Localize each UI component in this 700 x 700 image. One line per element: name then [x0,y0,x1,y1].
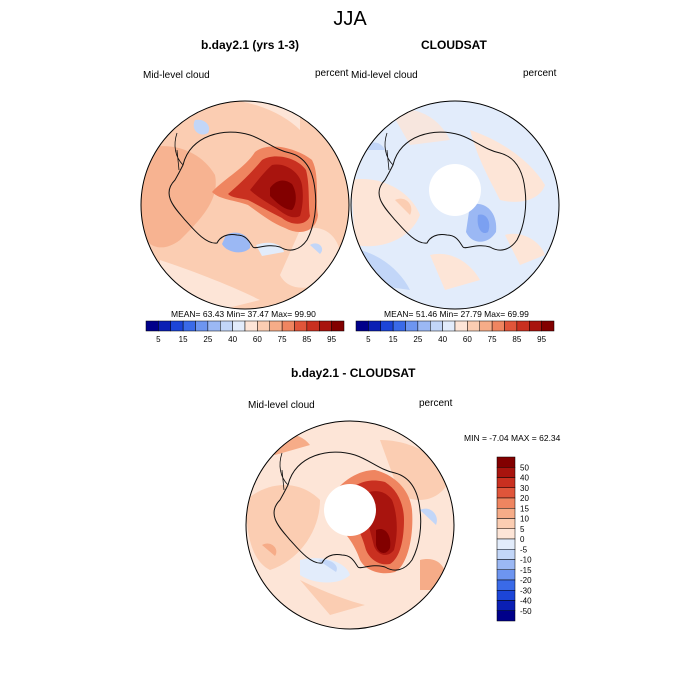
panel3-colorbar-swatch [496,456,516,468]
panel2-colorbar-swatch [491,320,505,332]
panel2-colorbar-swatch [454,320,468,332]
panel1-colorbar-swatch [232,320,246,332]
panel3-colorbar-swatch [496,600,516,611]
panel3-colorbar-tick-label: 30 [520,484,529,493]
panel1-right-label: percent [315,68,349,79]
panel1-colorbar-swatch [244,320,258,332]
panel2-stats: MEAN= 51.46 Min= 27.79 Max= 69.99 [384,309,529,319]
panel2-colorbar-swatch [504,320,518,332]
panel1-colorbar-tick-label: 40 [228,335,237,344]
panel3-right-label: percent [419,398,453,409]
panel1-colorbar-tick-label: 75 [278,335,287,344]
panel3-colorbar-swatch [496,467,516,478]
panel1-colorbar-swatch [319,320,332,332]
panel2-colorbar-tick-label: 15 [389,335,398,344]
panel3-colorbar-tick-label: 40 [520,474,529,483]
panel2-colorbar-swatch [417,320,431,332]
panel2-colorbar-swatch [479,320,493,332]
panel2-colorbar-swatch [380,320,394,332]
panel2-colorbar-swatch [467,320,480,332]
panel2-colorbar-swatch [442,320,456,332]
panel2-colorbar-tick-label: 5 [366,335,371,344]
panel1-colorbar-swatch [269,320,283,332]
panel3-colorbar-tick-label: 15 [520,504,529,513]
panel2-colorbar-tick-label: 40 [438,335,447,344]
panel1-colorbar-swatch [182,320,196,332]
panel1-colorbar-swatch [306,320,320,332]
panel1-colorbar-swatch [220,320,233,332]
panel1-colorbar-swatch [294,320,308,332]
panel2-colorbar-swatch [529,320,542,332]
panel1-colorbar: 5 15 25 40 60 75 85 95 [145,320,345,344]
panel3-colorbar-tick-label: -20 [520,576,532,585]
panel1-colorbar-swatch [257,320,270,332]
panel3-colorbar-swatch [496,610,516,622]
panel2-colorbar-tick-label: 60 [463,335,472,344]
panel2-colorbar-swatch [430,320,443,332]
panel3-colorbar-swatch [496,579,516,591]
panel3-colorbar-swatch [496,528,516,540]
panel2-left-label: Mid-level cloud [351,70,418,81]
panel3-colorbar-swatch [496,518,516,529]
panel3-colorbar-swatch [496,549,516,560]
panel3-colorbar-tick-label: 0 [520,535,525,544]
panel3-colorbar-tick-label: 10 [520,515,529,524]
panel2-colorbar-swatch [368,320,381,332]
panel1-colorbar-swatch [207,320,221,332]
panel3-colorbar-tick-label: 20 [520,494,529,503]
panel2-colorbar-swatch [405,320,419,332]
panel3-colorbar-tick-label: -10 [520,556,532,565]
panel3-colorbar-swatch [496,590,516,601]
panel1-colorbar-swatch [281,320,295,332]
panel2-colorbar-tick-label: 85 [512,335,521,344]
panel3-colorbar-swatch [496,477,516,488]
panel2-colorbar-tick-label: 75 [488,335,497,344]
panel1-title: b.day2.1 (yrs 1-3) [201,38,300,52]
panel1-colorbar-tick-label: 15 [179,335,188,344]
main-title: JJA [333,8,367,30]
panel1-colorbar-swatch [331,320,345,332]
panel2-colorbar-swatch [516,320,530,332]
panel1-stats: MEAN= 63.43 Min= 37.47 Max= 99.90 [171,309,316,319]
panel3-colorbar-tick-label: 50 [520,463,529,472]
panel1-left-label: Mid-level cloud [143,70,210,81]
panel3-left-label: Mid-level cloud [248,400,315,411]
panel2-colorbar-swatch [541,320,555,332]
panel3-colorbar-swatch [496,497,516,509]
panel3-title: b.day2.1 - CLOUDSAT [291,366,416,380]
panel3-colorbar-tick-label: -5 [520,545,528,554]
panel3-colorbar-tick-label: -15 [520,566,532,575]
panel3-colorbar-swatch [496,559,516,570]
panel1-colorbar-tick-label: 25 [203,335,212,344]
panel1-colorbar-tick-label: 85 [302,335,311,344]
panel2-colorbar-swatch [355,320,369,332]
panel1-colorbar-tick-label: 95 [327,335,336,344]
panel3-colorbar-swatch [496,569,516,581]
panel2-colorbar-tick-label: 95 [537,335,546,344]
panel1-colorbar-swatch [170,320,184,332]
panel2-title: CLOUDSAT [421,38,487,52]
panel3-colorbar-tick-label: -40 [520,597,532,606]
panel1-map [140,100,350,310]
panel3-colorbar-tick-label: 5 [520,525,525,534]
panel2-colorbar-tick-label: 25 [413,335,422,344]
panel2-map [350,100,560,310]
panel1-colorbar-tick-label: 60 [253,335,262,344]
panel3-map [245,420,455,630]
panel1-colorbar-swatch [145,320,159,332]
panel3-colorbar-swatch [496,508,516,519]
panel3-colorbar-swatch [496,538,516,550]
panel2-colorbar: 5 15 25 40 60 75 85 95 [355,320,555,344]
panel3-colorbar-swatch [496,487,516,499]
panel3-colorbar-tick-label: -50 [520,607,532,616]
panel1-colorbar-swatch [158,320,171,332]
panel3-colorbar-tick-label: -30 [520,586,532,595]
panel2-colorbar-swatch [392,320,406,332]
panel3-stats: MIN = -7.04 MAX = 62.34 [464,433,561,443]
panel1-colorbar-swatch [195,320,209,332]
panel2-right-label: percent [523,68,557,79]
panel1-colorbar-tick-label: 5 [156,335,161,344]
